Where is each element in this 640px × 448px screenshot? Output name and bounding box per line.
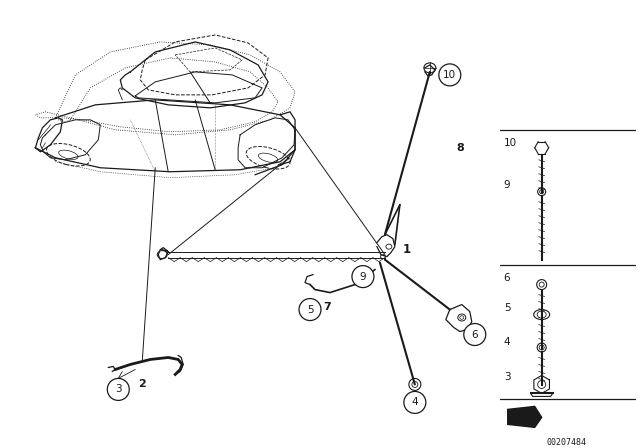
Text: 5: 5 <box>504 302 510 313</box>
Circle shape <box>299 298 321 320</box>
Text: 1: 1 <box>403 243 411 256</box>
Circle shape <box>464 323 486 345</box>
Text: 4: 4 <box>412 397 418 407</box>
Text: 8: 8 <box>456 143 463 153</box>
Text: 5: 5 <box>307 305 314 314</box>
Text: 10: 10 <box>444 70 456 80</box>
Text: 7: 7 <box>323 302 331 311</box>
Text: 9: 9 <box>360 271 366 282</box>
Text: 9: 9 <box>504 180 510 190</box>
Circle shape <box>404 392 426 414</box>
Text: 6: 6 <box>504 272 510 283</box>
Circle shape <box>352 266 374 288</box>
Text: 3: 3 <box>504 372 510 383</box>
Circle shape <box>108 379 129 401</box>
Text: 10: 10 <box>504 138 517 148</box>
Polygon shape <box>508 406 541 427</box>
Text: 3: 3 <box>115 384 122 394</box>
Text: 6: 6 <box>472 330 478 340</box>
Text: 2: 2 <box>138 379 146 389</box>
Text: 4: 4 <box>504 336 510 346</box>
Circle shape <box>439 64 461 86</box>
Text: 00207484: 00207484 <box>547 438 587 447</box>
